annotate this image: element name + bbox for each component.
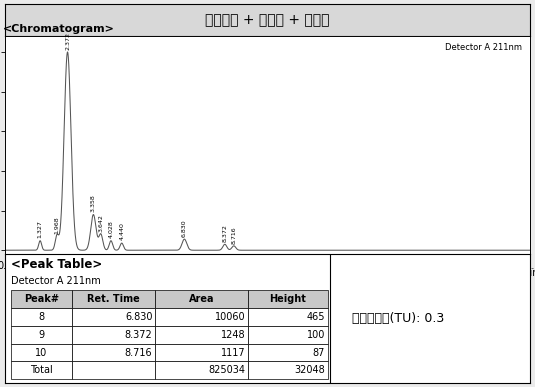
FancyBboxPatch shape — [248, 361, 328, 379]
Text: 4.028: 4.028 — [109, 220, 113, 238]
Text: Height: Height — [270, 294, 306, 304]
FancyBboxPatch shape — [72, 326, 155, 344]
Text: 8: 8 — [39, 312, 44, 322]
FancyBboxPatch shape — [11, 344, 72, 361]
FancyBboxPatch shape — [248, 326, 328, 344]
Text: 10: 10 — [35, 348, 48, 358]
FancyBboxPatch shape — [11, 326, 72, 344]
Text: 465: 465 — [307, 312, 325, 322]
FancyBboxPatch shape — [155, 344, 248, 361]
Text: 1.327: 1.327 — [37, 221, 43, 238]
Text: 3.642: 3.642 — [98, 214, 103, 232]
Text: Peak#: Peak# — [24, 294, 59, 304]
Text: 32048: 32048 — [294, 365, 325, 375]
Text: 3.358: 3.358 — [91, 194, 96, 212]
FancyBboxPatch shape — [72, 344, 155, 361]
Text: 연마폐수 + 응집제 + 흡착제: 연마폐수 + 응집제 + 흡착제 — [205, 13, 330, 27]
FancyBboxPatch shape — [248, 290, 328, 308]
FancyBboxPatch shape — [11, 361, 72, 379]
Text: Detector A 211nm: Detector A 211nm — [11, 276, 101, 286]
FancyBboxPatch shape — [11, 290, 72, 308]
FancyBboxPatch shape — [155, 326, 248, 344]
Text: 825034: 825034 — [208, 365, 245, 375]
Text: 8.716: 8.716 — [231, 226, 236, 244]
Text: <Chromatogram>: <Chromatogram> — [3, 24, 114, 34]
Text: 2.372: 2.372 — [65, 32, 70, 50]
Text: 8.372: 8.372 — [223, 224, 227, 242]
Text: 1248: 1248 — [220, 330, 245, 340]
Text: 생태독성값(TU): 0.3: 생태독성값(TU): 0.3 — [353, 312, 445, 325]
Text: 8.716: 8.716 — [125, 348, 152, 358]
FancyBboxPatch shape — [72, 308, 155, 326]
Text: Total: Total — [30, 365, 53, 375]
Text: Ret. Time: Ret. Time — [87, 294, 140, 304]
Text: 6.830: 6.830 — [182, 219, 187, 237]
Text: 1.968: 1.968 — [55, 217, 59, 235]
FancyBboxPatch shape — [11, 308, 72, 326]
FancyBboxPatch shape — [248, 308, 328, 326]
FancyBboxPatch shape — [72, 290, 155, 308]
FancyBboxPatch shape — [72, 361, 155, 379]
FancyBboxPatch shape — [248, 344, 328, 361]
Text: 87: 87 — [313, 348, 325, 358]
Text: <Peak Table>: <Peak Table> — [11, 258, 102, 271]
Text: 10060: 10060 — [215, 312, 245, 322]
FancyBboxPatch shape — [155, 308, 248, 326]
Text: 1117: 1117 — [220, 348, 245, 358]
FancyBboxPatch shape — [155, 361, 248, 379]
Text: Area: Area — [189, 294, 214, 304]
Text: 4.440: 4.440 — [119, 222, 124, 240]
Text: 100: 100 — [307, 330, 325, 340]
Text: 8.372: 8.372 — [125, 330, 152, 340]
FancyBboxPatch shape — [155, 290, 248, 308]
Text: 6.830: 6.830 — [125, 312, 152, 322]
Text: Detector A 211nm: Detector A 211nm — [445, 43, 522, 51]
Text: min: min — [521, 269, 535, 279]
Text: 9: 9 — [39, 330, 44, 340]
